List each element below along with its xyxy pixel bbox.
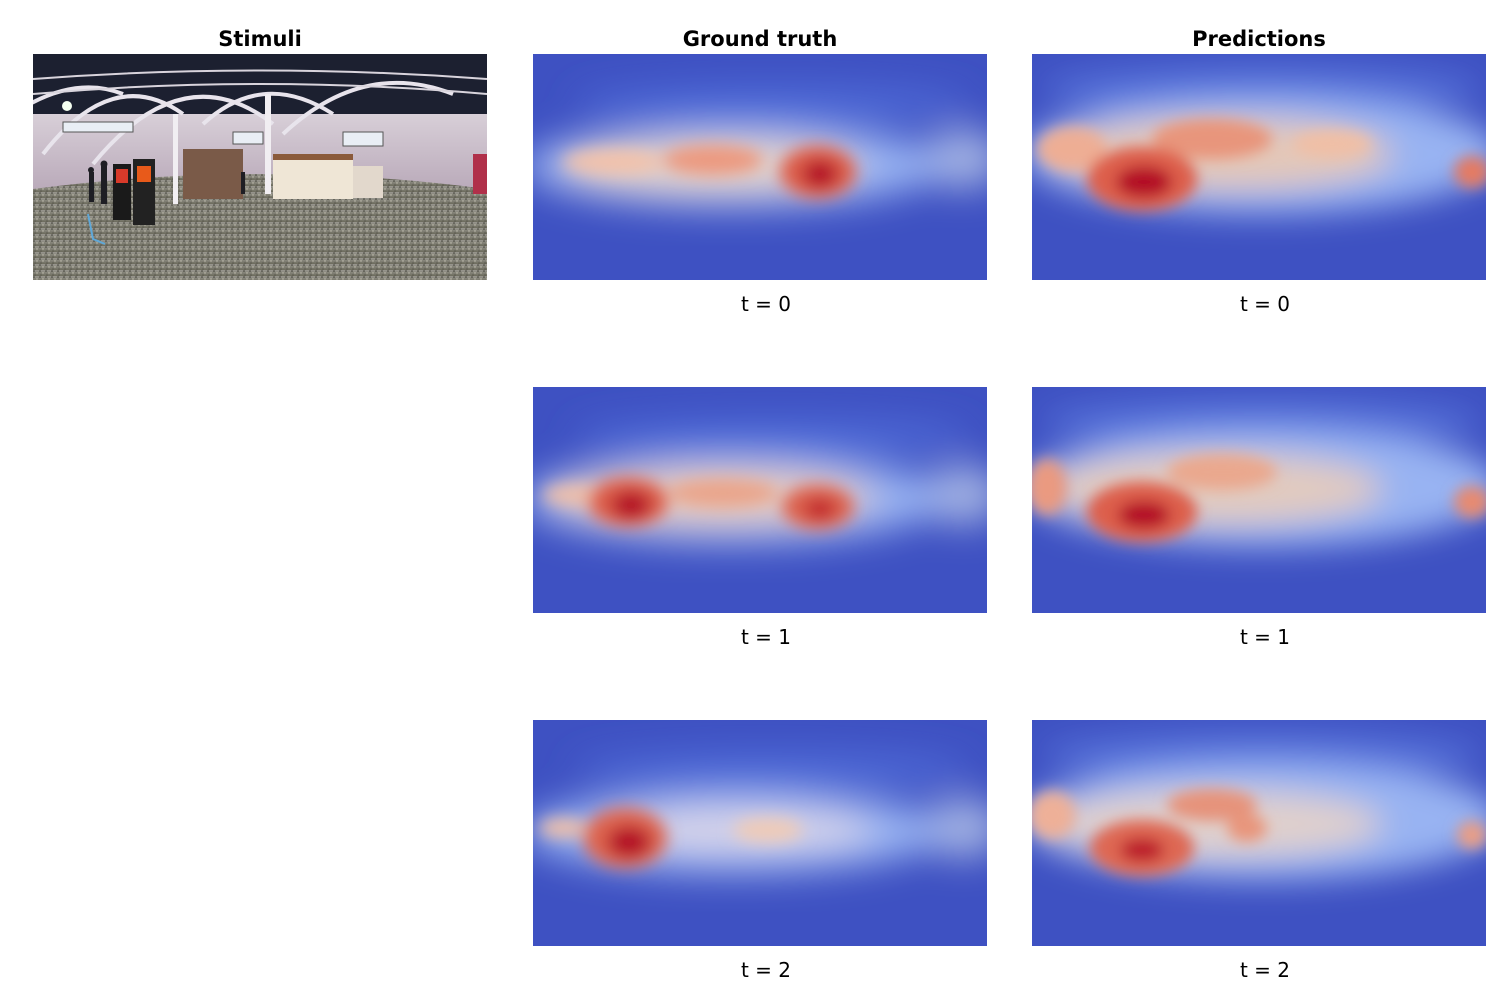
- stimulus-image: [33, 54, 487, 280]
- ground-truth-heatmap-t1: [533, 387, 987, 613]
- ground-truth-heatmap-t2: [533, 720, 987, 946]
- prediction-heatmap-t1: [1032, 387, 1486, 613]
- ground-truth-heatmap-t0: [533, 54, 987, 280]
- ground-truth-time-label: t = 2: [740, 958, 792, 982]
- ground-truth-title: Ground truth: [682, 27, 838, 51]
- stimuli-title: Stimuli: [218, 27, 302, 51]
- prediction-time-label: t = 1: [1239, 625, 1291, 649]
- prediction-time-label: t = 2: [1239, 958, 1291, 982]
- prediction-time-label: t = 0: [1239, 292, 1291, 316]
- prediction-heatmap-t0: [1032, 54, 1486, 280]
- ground-truth-time-label: t = 0: [740, 292, 792, 316]
- ground-truth-time-label: t = 1: [740, 625, 792, 649]
- predictions-title: Predictions: [1192, 27, 1326, 51]
- prediction-heatmap-t2: [1032, 720, 1486, 946]
